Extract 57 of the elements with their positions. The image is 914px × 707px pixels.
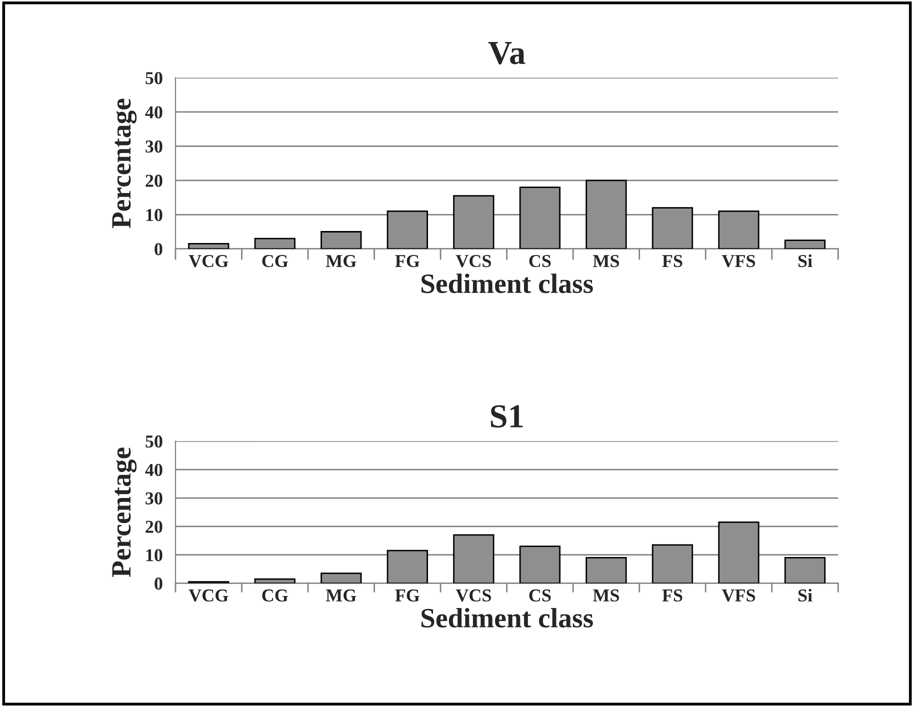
x-tick-label: VFS [722,589,756,602]
y-tick-label: 0 [154,578,162,590]
bar [254,578,296,584]
bar [188,243,230,249]
x-tick-label: VFS [722,254,756,268]
x-axis-title: Sediment class [421,274,593,294]
x-tick-label: VCS [456,589,491,602]
bar [718,521,760,584]
x-tick-label: VCS [456,254,491,268]
bar [652,207,694,249]
y-tick-label: 30 [146,140,162,153]
y-tick-label: 0 [154,243,162,256]
bar [453,534,494,584]
bar [519,186,561,249]
x-tick-label: VCG [188,589,228,602]
x-tick-label: VCG [188,254,228,268]
x-tick-label: CS [529,254,551,268]
y-tick-label: 40 [145,106,162,118]
chart-title: Va [488,42,526,64]
bar [519,546,561,584]
x-axis-title: Sediment class [421,608,593,628]
chart-title: S1 [490,405,523,428]
bar [718,210,760,249]
bar [320,572,362,584]
x-tick-label: FS [662,254,682,268]
x-tick-label: Si [798,254,812,268]
bar [386,550,428,584]
y-tick-label: 50 [146,435,162,448]
bar [784,557,826,584]
y-tick-label: 10 [146,208,162,222]
bar [254,238,296,249]
bar [586,557,627,584]
bar [453,195,494,249]
x-tick-label: FG [395,254,420,268]
bar [386,210,428,249]
bar [586,180,627,249]
x-tick-label: CG [262,589,288,602]
bar [784,240,826,249]
y-tick-label: 40 [145,464,162,476]
x-tick-label: Si [798,588,812,602]
y-axis-title: Percentage [112,448,137,578]
y-tick-label: 20 [146,520,162,533]
x-tick-label: MS [592,254,619,268]
x-tick-label: CG [262,254,288,268]
x-tick-label: MG [326,589,356,602]
x-tick-label: MG [326,254,356,268]
y-tick-label: 30 [146,492,162,504]
x-tick-label: FG [395,589,420,602]
y-axis-title: Percentage [112,98,137,228]
x-tick-label: MS [592,589,619,602]
y-tick-label: 20 [146,174,162,187]
x-tick-label: CS [529,589,551,602]
x-tick-label: FS [662,589,682,602]
y-tick-label: 10 [146,549,162,562]
y-tick-label: 50 [146,72,162,84]
bar [320,231,362,249]
bar [652,544,694,584]
